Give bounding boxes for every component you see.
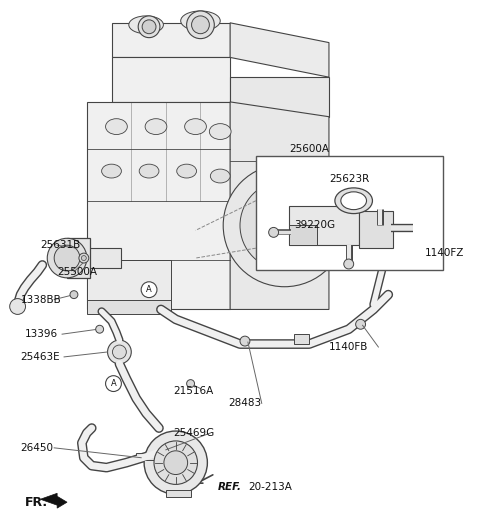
- Polygon shape: [166, 490, 191, 497]
- Circle shape: [70, 291, 78, 299]
- Circle shape: [269, 228, 278, 237]
- Ellipse shape: [335, 188, 372, 213]
- Circle shape: [187, 379, 194, 387]
- Circle shape: [47, 238, 87, 278]
- Polygon shape: [294, 334, 309, 344]
- Ellipse shape: [210, 169, 230, 183]
- Polygon shape: [87, 248, 121, 268]
- Ellipse shape: [145, 119, 167, 134]
- Ellipse shape: [106, 119, 127, 134]
- Polygon shape: [67, 238, 90, 278]
- Circle shape: [112, 345, 126, 359]
- Text: 20-213A: 20-213A: [248, 482, 292, 492]
- Circle shape: [142, 20, 156, 34]
- Circle shape: [344, 259, 354, 269]
- Ellipse shape: [177, 164, 196, 178]
- Polygon shape: [87, 260, 171, 309]
- Ellipse shape: [180, 11, 220, 31]
- Polygon shape: [359, 211, 393, 248]
- Text: 25463E: 25463E: [21, 352, 60, 362]
- Text: A: A: [110, 379, 116, 388]
- Text: 25500A: 25500A: [57, 267, 97, 277]
- Polygon shape: [230, 102, 329, 309]
- Circle shape: [154, 441, 197, 484]
- Circle shape: [10, 299, 25, 315]
- Polygon shape: [111, 57, 230, 102]
- Circle shape: [240, 181, 329, 270]
- Polygon shape: [289, 226, 317, 245]
- Text: 1140FZ: 1140FZ: [425, 248, 464, 258]
- Circle shape: [138, 16, 160, 37]
- Text: 25600A: 25600A: [289, 144, 329, 154]
- Ellipse shape: [341, 192, 367, 210]
- Circle shape: [96, 325, 104, 333]
- Circle shape: [275, 216, 294, 236]
- Circle shape: [223, 164, 346, 287]
- Text: 25469G: 25469G: [173, 428, 214, 438]
- Text: A: A: [146, 285, 152, 294]
- Circle shape: [54, 245, 80, 271]
- Circle shape: [106, 376, 121, 392]
- Bar: [256, 157, 443, 270]
- Circle shape: [187, 11, 214, 38]
- Text: 28483: 28483: [228, 398, 261, 408]
- Circle shape: [431, 255, 441, 265]
- Text: 21516A: 21516A: [173, 386, 213, 395]
- Polygon shape: [40, 493, 67, 508]
- Text: 39220G: 39220G: [294, 220, 336, 230]
- Text: 25623R: 25623R: [329, 174, 369, 184]
- Circle shape: [108, 340, 131, 364]
- Circle shape: [81, 256, 86, 260]
- Polygon shape: [136, 453, 156, 460]
- Circle shape: [141, 282, 157, 298]
- Text: REF.: REF.: [218, 482, 242, 492]
- Text: 25631B: 25631B: [40, 240, 81, 250]
- Text: FR.: FR.: [24, 496, 48, 509]
- Text: 1140FB: 1140FB: [329, 342, 368, 352]
- Circle shape: [192, 16, 209, 34]
- Polygon shape: [289, 206, 359, 245]
- Polygon shape: [87, 102, 230, 309]
- Circle shape: [144, 431, 207, 494]
- Polygon shape: [230, 23, 329, 77]
- Circle shape: [356, 319, 366, 329]
- Polygon shape: [87, 299, 171, 315]
- Circle shape: [79, 253, 89, 263]
- Ellipse shape: [185, 119, 206, 134]
- Ellipse shape: [139, 164, 159, 178]
- Text: 13396: 13396: [24, 329, 58, 339]
- Ellipse shape: [209, 124, 231, 140]
- Ellipse shape: [129, 16, 163, 34]
- Circle shape: [240, 336, 250, 346]
- Polygon shape: [230, 77, 329, 116]
- Ellipse shape: [102, 164, 121, 178]
- Polygon shape: [111, 23, 230, 57]
- Circle shape: [164, 451, 188, 474]
- Text: 26450: 26450: [21, 443, 54, 453]
- Circle shape: [263, 204, 306, 247]
- Text: 1338BB: 1338BB: [21, 295, 61, 305]
